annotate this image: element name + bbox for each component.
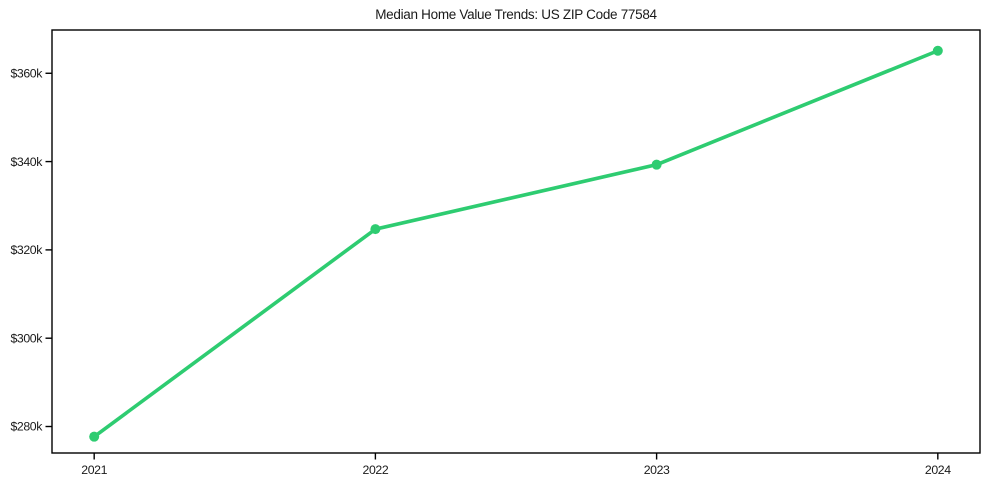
chart-title: Median Home Value Trends: US ZIP Code 77… bbox=[375, 7, 657, 22]
x-tick-label: 2021 bbox=[81, 463, 107, 477]
data-point-2022 bbox=[370, 224, 381, 235]
x-tick-label: 2024 bbox=[925, 463, 951, 477]
y-tick-label: $360k bbox=[10, 66, 43, 80]
plot-border bbox=[51, 29, 981, 454]
trend-line bbox=[92, 48, 940, 439]
data-point-2024 bbox=[932, 45, 943, 56]
y-tick-label: $320k bbox=[10, 243, 43, 257]
x-tick-label: 2022 bbox=[363, 463, 389, 477]
y-tick-label: $280k bbox=[10, 420, 43, 434]
x-tick-label: 2023 bbox=[644, 463, 670, 477]
y-tick-label: $340k bbox=[10, 155, 43, 169]
data-point-2023 bbox=[651, 159, 662, 170]
y-tick-label: $300k bbox=[10, 331, 43, 345]
data-point-2021 bbox=[89, 431, 100, 442]
